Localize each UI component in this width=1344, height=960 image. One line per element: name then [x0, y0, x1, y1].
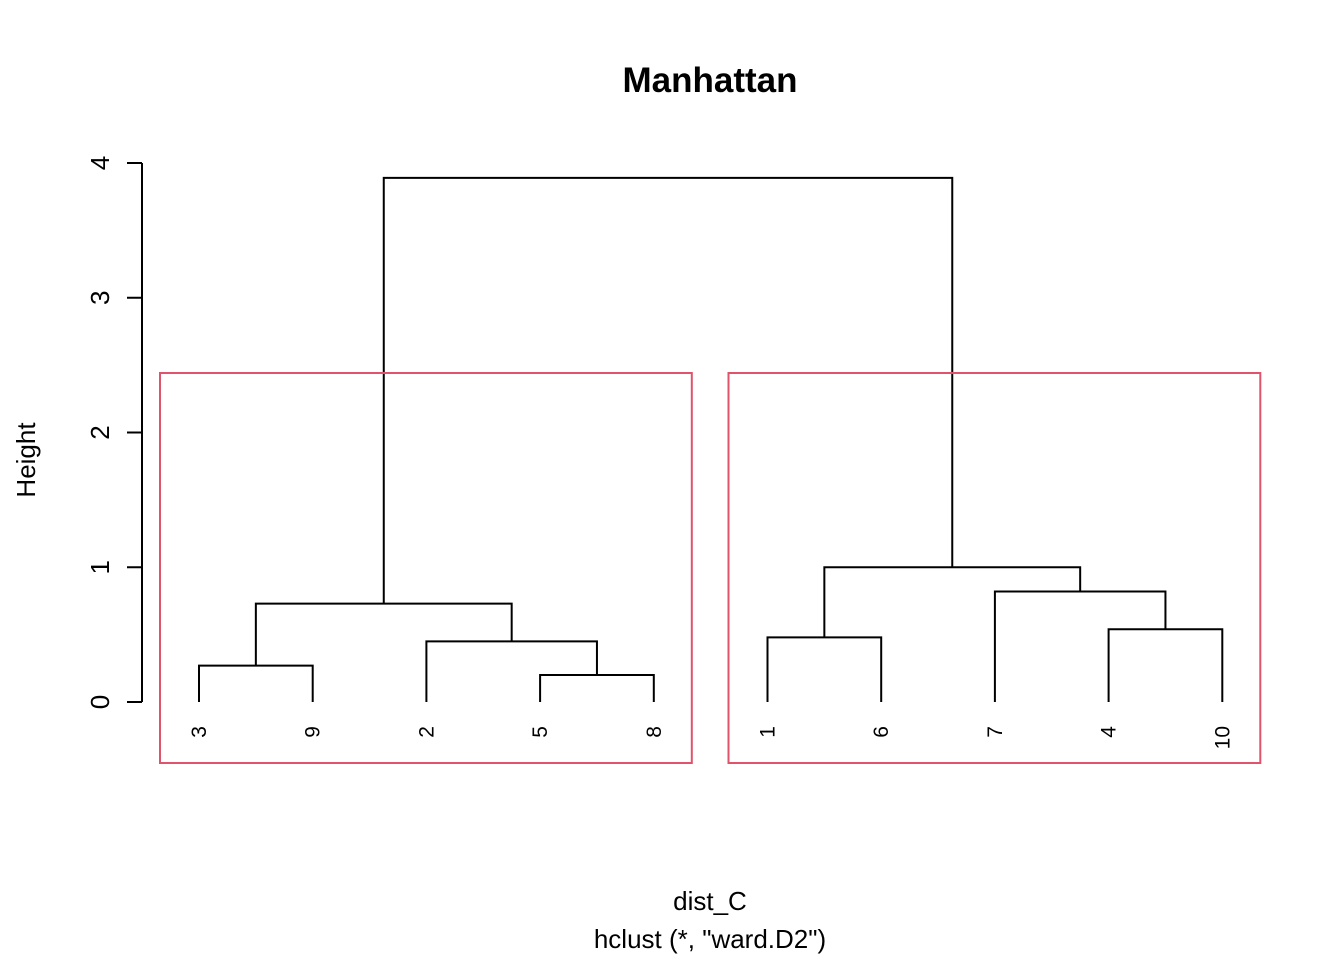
cluster-box	[159, 372, 693, 764]
leaf-label: 10	[1211, 726, 1234, 749]
y-axis: 0 1 2 3 4	[85, 156, 143, 709]
method-sublabel: hclust (*, "ward.D2")	[594, 924, 826, 954]
leaf-label: 5	[529, 726, 552, 738]
merge-link	[254, 602, 513, 666]
leaf-label: 4	[1098, 726, 1121, 738]
merge-link	[823, 566, 1082, 638]
chart-title: Manhattan	[623, 61, 798, 100]
merge-link	[993, 590, 1167, 702]
dendrogram-tree	[198, 176, 1224, 702]
y-tick-label: 0	[85, 695, 115, 709]
y-tick-label: 1	[85, 560, 115, 574]
merge-link	[766, 636, 883, 702]
merge-link	[198, 664, 314, 702]
leaf-label: 6	[870, 726, 893, 738]
y-tick-label: 2	[85, 425, 115, 439]
leaf-label: 3	[188, 726, 211, 738]
leaf-label: 8	[643, 726, 666, 738]
merge-link	[425, 640, 598, 702]
y-tick-label: 4	[85, 156, 115, 170]
merge-link	[1107, 628, 1224, 702]
leaf-label: 2	[415, 726, 438, 738]
x-axis-label: dist_C	[673, 886, 747, 916]
leaf-label: 7	[984, 726, 1007, 738]
merge-link	[382, 176, 954, 604]
leaf-label: 1	[757, 726, 780, 738]
leaf-label: 9	[302, 726, 325, 738]
merge-link	[539, 674, 655, 702]
cluster-boxes	[159, 372, 1262, 764]
y-tick-label: 3	[85, 291, 115, 305]
leaf-labels: 3 9 2 5 8 1 6 7 4 10	[188, 726, 1234, 750]
cluster-box	[727, 372, 1262, 764]
y-axis-label: Height	[11, 422, 41, 498]
